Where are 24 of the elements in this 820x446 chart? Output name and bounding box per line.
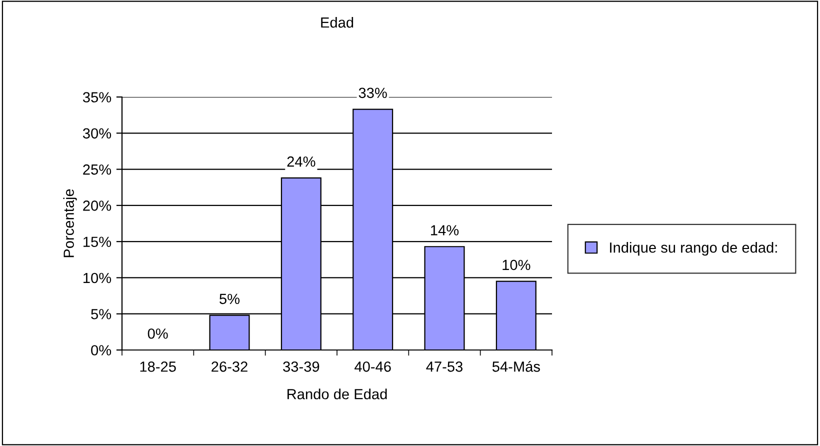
y-tick-label: 5% (91, 309, 112, 320)
data-label: 14% (431, 225, 459, 236)
data-label: 10% (502, 260, 530, 270)
x-tick-label: 40-46 (354, 361, 391, 372)
y-tick-label: 15% (84, 236, 112, 247)
y-tick-label: 20% (83, 200, 112, 211)
data-label: 24% (287, 156, 316, 167)
y-axis-title: Porcentaje (63, 189, 77, 258)
data-label: 5% (220, 294, 240, 304)
data-label: 0% (148, 328, 168, 339)
x-tick-label: 47-53 (426, 361, 463, 372)
y-tick-label: 30% (82, 128, 112, 139)
x-tick-label: 33-39 (283, 361, 320, 372)
legend-label: Indique su rango de edad: (610, 242, 777, 256)
chart-title: Edad (321, 16, 354, 28)
y-tick-label: 0% (91, 345, 112, 356)
y-tick-label: 35% (82, 92, 112, 102)
x-tick-label: 54-Más (492, 360, 540, 372)
x-axis-title: Rando de Edad (288, 388, 387, 400)
x-tick-label: 26-32 (212, 361, 248, 372)
y-tick-label: 10% (84, 272, 112, 284)
x-tick-label: 18-25 (140, 361, 176, 372)
y-tick-label: 25% (83, 164, 112, 175)
data-label: 33% (358, 88, 387, 98)
